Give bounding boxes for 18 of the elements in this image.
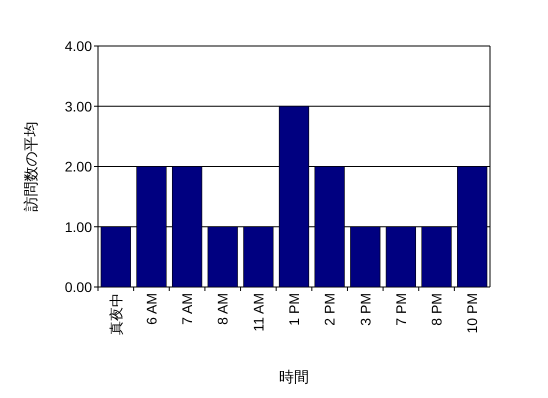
x-tick-label: 8 PM <box>428 293 445 326</box>
y-tick-label: 3.00 <box>64 98 92 114</box>
y-tick-label: 2.00 <box>64 158 92 174</box>
x-tick-label: 7 PM <box>392 293 409 326</box>
x-tick-label: 7 AM <box>179 293 196 325</box>
x-tick-label: 8 AM <box>214 293 231 325</box>
x-tick-label: 真夜中 <box>108 293 124 335</box>
y-tick-label: 0.00 <box>64 279 92 295</box>
x-tick-label: 3 PM <box>357 293 374 326</box>
x-tick-label: 1 PM <box>286 293 302 326</box>
x-axis-title: 時間 <box>279 369 309 386</box>
x-tick-label: 2 PM <box>322 293 338 326</box>
x-tick-label: 6 AM <box>143 293 160 325</box>
x-tick-label: 11 AM <box>250 293 266 332</box>
x-tick-label: 10 PM <box>464 293 480 334</box>
y-tick-label: 1.00 <box>64 218 92 235</box>
y-tick-label: 4.00 <box>64 38 92 54</box>
y-axis-title: 訪問数の平均 <box>23 122 40 212</box>
